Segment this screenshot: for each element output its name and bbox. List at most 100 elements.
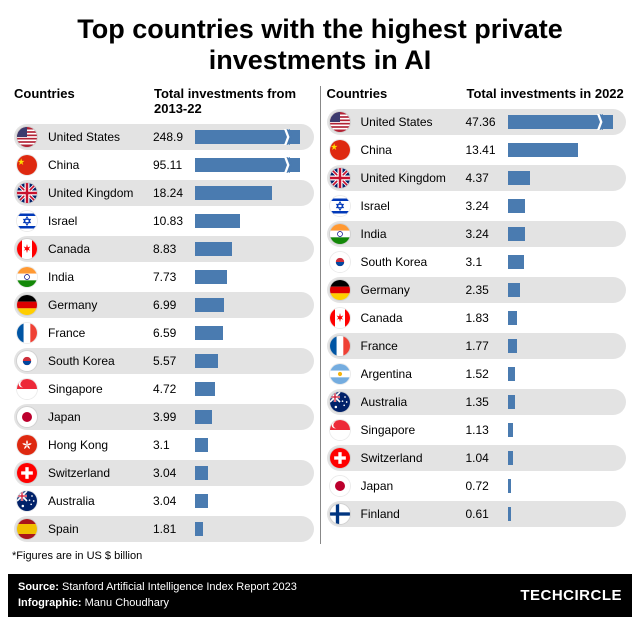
flag-icon [329,111,351,133]
bar [508,395,515,409]
flag-icon [16,126,38,148]
value: 8.83 [153,242,191,256]
country-name: Japan [48,410,153,424]
country-name: United Kingdom [361,171,466,185]
country-name: Switzerland [48,466,153,480]
bar [195,354,218,368]
value: 0.61 [466,507,504,521]
flag-icon [16,434,38,456]
footer-left: Source: Stanford Artificial Intelligence… [18,580,297,611]
bar-wrap [508,451,627,465]
table-row: Australia 3.04 [14,488,314,514]
table-row: Germany 2.35 [327,277,627,303]
value: 3.1 [466,255,504,269]
value: 6.99 [153,298,191,312]
infographic-text: Manu Choudhary [85,597,169,609]
table-row: United States 248.9 [14,124,314,150]
table-row: Israel 3.24 [327,193,627,219]
flag-icon [329,139,351,161]
country-name: Israel [361,199,466,213]
panel-left: Countries Total investments from 2013-22… [8,86,320,544]
bar [508,423,514,437]
bar-wrap [195,242,314,256]
bar [508,227,525,241]
panels: Countries Total investments from 2013-22… [0,86,640,544]
country-name: Canada [361,311,466,325]
flag-icon [16,378,38,400]
bar-wrap [195,494,314,508]
bar [508,367,516,381]
flag-icon [16,238,38,260]
value: 1.83 [466,311,504,325]
value: 1.04 [466,451,504,465]
country-name: Switzerland [361,451,466,465]
flag-icon [329,447,351,469]
rows-left: United States 248.9 China 95.11 United K… [14,124,314,542]
bar-wrap [508,479,627,493]
bar [508,311,518,325]
bar [508,479,512,493]
table-row: Japan 3.99 [14,404,314,430]
table-row: India 7.73 [14,264,314,290]
country-name: Singapore [361,423,466,437]
table-row: Switzerland 1.04 [327,445,627,471]
value: 1.13 [466,423,504,437]
value: 4.37 [466,171,504,185]
value: 2.35 [466,283,504,297]
page: Top countries with the highest private i… [0,0,640,625]
bar-wrap [508,255,627,269]
value: 47.36 [466,115,504,129]
country-name: United Kingdom [48,186,153,200]
table-row: United Kingdom 4.37 [327,165,627,191]
country-name: South Korea [361,255,466,269]
value: 3.99 [153,410,191,424]
bar-wrap [508,171,627,185]
panel-right: Countries Total investments in 2022 Unit… [320,86,633,544]
bar-wrap [195,130,314,144]
bar-wrap [195,410,314,424]
bar-wrap [508,227,627,241]
bar-wrap [195,382,314,396]
page-title: Top countries with the highest private i… [0,0,640,86]
bar-wrap [508,507,627,521]
bar-wrap [508,339,627,353]
bar [508,199,525,213]
bar [195,242,232,256]
bar-wrap [195,522,314,536]
country-name: United States [361,115,466,129]
bar [508,507,511,521]
value: 4.72 [153,382,191,396]
value: 3.1 [153,438,191,452]
value: 1.52 [466,367,504,381]
flag-icon [329,195,351,217]
table-row: China 13.41 [327,137,627,163]
country-name: Spain [48,522,153,536]
flag-icon [329,307,351,329]
table-row: Australia 1.35 [327,389,627,415]
country-name: Japan [361,479,466,493]
table-row: United Kingdom 18.24 [14,180,314,206]
bar [195,522,203,536]
flag-icon [16,182,38,204]
bar [508,255,524,269]
country-name: Hong Kong [48,438,153,452]
footer: Source: Stanford Artificial Intelligence… [8,574,632,617]
infographic-label: Infographic: [18,597,82,609]
value: 6.59 [153,326,191,340]
table-row: Japan 0.72 [327,473,627,499]
table-row: Hong Kong 3.1 [14,432,314,458]
table-row: China 95.11 [14,152,314,178]
table-row: Argentina 1.52 [327,361,627,387]
value: 7.73 [153,270,191,284]
flag-icon [16,350,38,372]
value: 10.83 [153,214,191,228]
value: 3.24 [466,227,504,241]
value: 3.24 [466,199,504,213]
footnote: *Figures are in US $ billion [0,544,640,566]
value: 0.72 [466,479,504,493]
flag-icon [329,279,351,301]
flag-icon [16,518,38,540]
country-name: France [361,339,466,353]
table-row: Singapore 1.13 [327,417,627,443]
bar-wrap [195,214,314,228]
